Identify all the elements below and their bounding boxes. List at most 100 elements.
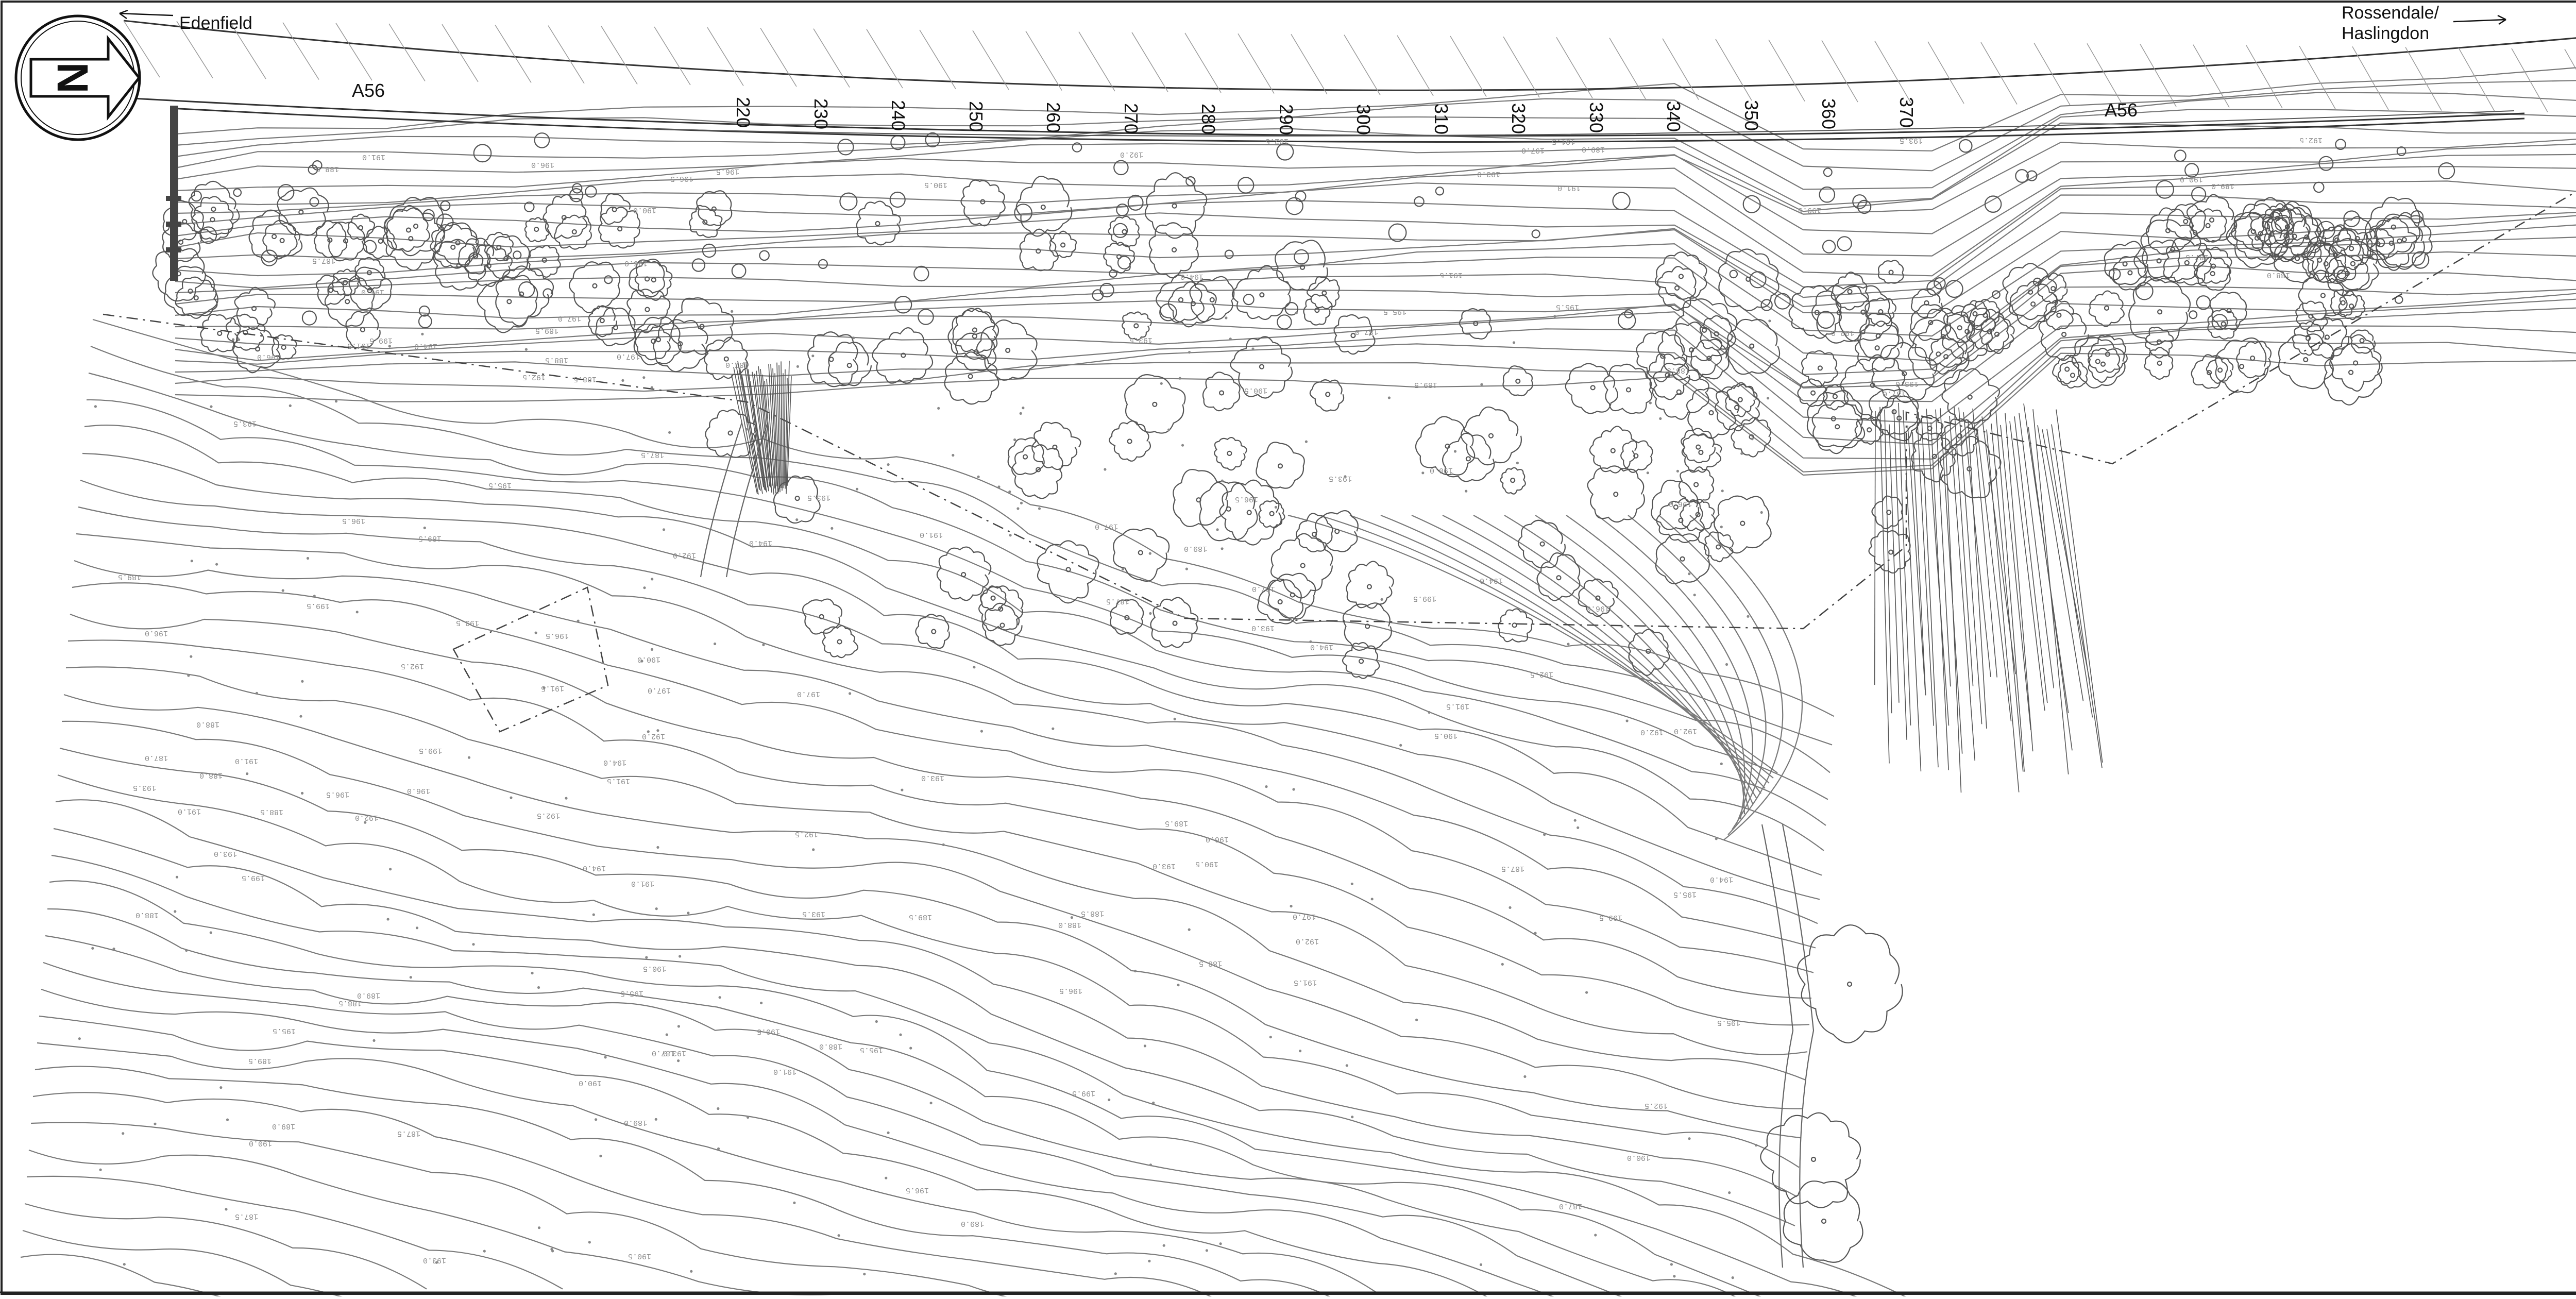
spot-level-label: 192.0 [355,813,379,822]
tree-canopy [1219,479,1282,546]
contour-line [175,194,2576,298]
tree-trunk [592,283,598,289]
ditch-line [770,364,777,486]
spot-point [1577,826,1580,829]
tree-canopy [1690,339,1730,380]
contour-line [70,613,1812,999]
tree-trunk [1226,506,1231,512]
spot-level-label: 189.0 [1582,145,1605,154]
survey-tick [2033,42,2071,106]
tree-canopy [1459,308,1492,340]
spot-point [837,1234,840,1237]
tree-canopy [345,311,381,349]
spot-point [1121,567,1125,571]
chainage-label: 260 [1043,102,1064,133]
tree-trunk [408,236,414,242]
spot-point [543,686,546,689]
tree-trunk [1334,529,1340,534]
tree-trunk [1708,410,1714,416]
ditch-line [776,362,781,493]
contour-line [175,180,2576,288]
tree-canopy [383,197,445,257]
tree-canopy [696,190,733,226]
shrub-symbol [2032,277,2042,286]
spot-level-label: 195.5 [273,1026,296,1035]
tree-trunk [1539,541,1545,547]
tree-canopy [2330,227,2374,271]
tree-canopy [2038,309,2089,361]
tree-canopy [2303,224,2364,283]
tree-trunk [1269,511,1275,516]
tree-trunk [2254,235,2260,241]
survey-tick [1874,41,1911,103]
spot-level-label: 197.0 [797,689,821,698]
shrub-symbol [1109,269,1117,278]
tree-trunk [2401,237,2407,243]
road-edge-verge [643,110,2515,137]
spot-point [714,642,717,646]
tree-canopy [1797,924,1903,1043]
spot-level-label: 192.0 [642,732,666,740]
spot-level-label: 191.5 [1294,978,1317,987]
spot-point [1178,377,1181,380]
spot-level-label: 197.0 [1095,522,1118,531]
shrub-symbol [233,188,242,197]
shrub-symbol [2156,180,2175,199]
gully-line [1893,410,1907,740]
spot-level-label: 193.0 [214,849,238,858]
spot-point [1370,898,1374,901]
tree-trunk [211,206,216,212]
tree-trunk [345,299,350,305]
spot-level-label: 192.5 [537,811,561,820]
survey-tick [601,26,638,85]
spot-point [665,1033,668,1036]
spot-point [1143,1044,1146,1048]
spot-point [747,1116,750,1119]
tree-trunk [298,209,304,215]
tree-canopy [543,194,588,239]
spot-point [1052,727,1055,730]
tree-trunk [1714,331,1719,337]
spot-level-label: 188.5 [1667,366,1690,375]
spot-point [334,400,338,403]
spot-point [1173,717,1176,720]
shrub-symbol [837,139,854,156]
tree-trunk [837,639,842,645]
tree-canopy [952,308,997,353]
shrub-symbol [277,184,295,201]
tree-canopy [315,275,346,306]
spot-level-label: 192.5 [795,830,819,838]
tree-canopy [2306,243,2347,283]
spot-level-label: 194.0 [1180,272,1204,281]
north-letter: N [48,62,97,94]
tree-canopy [2336,216,2378,262]
chainage-label: 360 [1818,98,1839,129]
tree-trunk [819,614,824,620]
ditch-line [750,381,767,493]
spot-point [604,1056,607,1059]
spot-point [647,730,650,733]
shrub-symbol [1822,240,1836,254]
ditch-line [733,367,759,495]
survey-tick [2458,47,2495,112]
spot-point [1659,417,1662,420]
tree-trunk [901,352,906,358]
spot-level-label: 187.5 [2185,252,2209,261]
tree-trunk [281,344,286,350]
tree-trunk [2209,217,2215,223]
contour-line [78,506,1820,900]
tree-trunk [1737,397,1743,402]
tree-trunk [599,318,605,324]
spot-level-label: 193.5 [233,419,257,428]
tree-trunk [990,595,996,601]
spot-point [565,797,568,800]
tree-trunk [1152,401,1158,407]
tree-trunk [1810,1156,1817,1162]
spot-point [472,943,475,946]
tree-trunk [2258,231,2263,237]
tree-trunk [1036,248,1041,254]
tree-canopy [1124,374,1186,434]
spot-point [483,1250,486,1253]
contour-line [47,908,1768,1299]
spot-level-label: 193.5 [807,493,831,502]
